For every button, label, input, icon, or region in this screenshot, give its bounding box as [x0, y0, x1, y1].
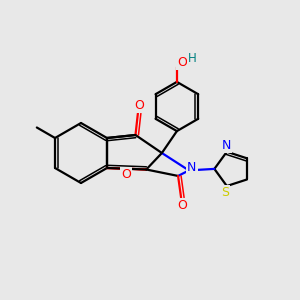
Text: O: O	[121, 168, 131, 181]
Text: N: N	[221, 139, 231, 152]
Text: O: O	[134, 99, 144, 112]
Text: N: N	[187, 161, 196, 174]
Text: O: O	[177, 199, 187, 212]
Text: S: S	[221, 186, 229, 199]
Text: H: H	[188, 52, 196, 65]
Text: O: O	[177, 56, 187, 69]
